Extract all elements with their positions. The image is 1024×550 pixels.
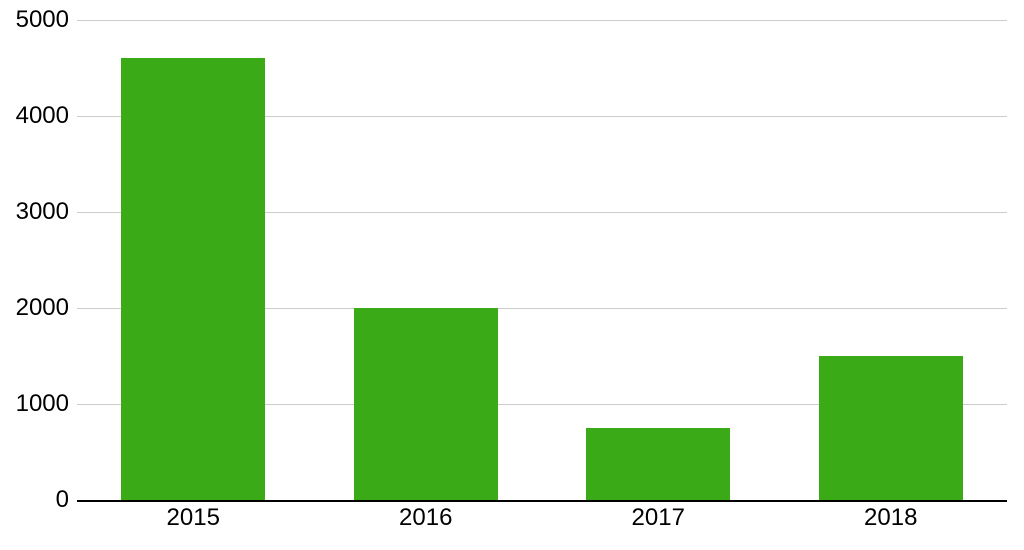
plot-area [77, 20, 1007, 502]
y-axis-label: 0 [56, 486, 69, 514]
y-axis-label: 1000 [16, 390, 69, 418]
y-axis-label: 2000 [16, 294, 69, 322]
y-axis-label: 4000 [16, 102, 69, 130]
bar [121, 58, 265, 500]
bar [354, 308, 498, 500]
bar [586, 428, 730, 500]
bar-chart: 0 1000 2000 3000 4000 5000 2015 2016 2017 2018 [0, 0, 1024, 550]
x-axis-label: 2015 [167, 504, 220, 532]
x-axis-label: 2016 [399, 504, 452, 532]
x-axis-label: 2017 [632, 504, 685, 532]
y-axis-label: 3000 [16, 198, 69, 226]
bar [819, 356, 963, 500]
y-axis-label: 5000 [16, 6, 69, 34]
gridline [77, 20, 1007, 21]
x-axis-label: 2018 [864, 504, 917, 532]
